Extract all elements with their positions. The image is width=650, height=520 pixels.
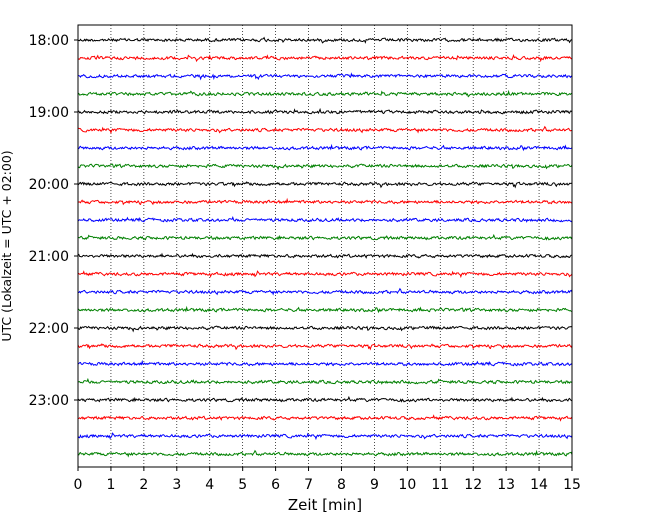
y-tick-label: 20:00 (29, 177, 69, 193)
seismic-trace (77, 449, 573, 458)
seismic-trace (77, 395, 573, 403)
x-tick-label: 13 (497, 477, 515, 493)
seismic-trace (77, 53, 573, 63)
seismic-trace (77, 107, 573, 115)
seismic-trace (77, 233, 573, 241)
seismic-trace (77, 270, 573, 279)
seismic-trace (77, 325, 573, 333)
seismic-trace (77, 432, 573, 441)
x-tick-label: 11 (431, 477, 449, 493)
x-tick-label: 4 (205, 477, 214, 493)
seismic-trace (77, 287, 573, 296)
x-tick-label: 15 (563, 477, 581, 493)
seismic-trace (77, 377, 573, 385)
seismic-trace (77, 143, 573, 152)
seismic-trace (77, 181, 573, 189)
y-tick-label: 19:00 (29, 105, 69, 121)
y-tick-label: 22:00 (29, 321, 69, 337)
seismic-trace (77, 89, 573, 98)
y-tick-label: 23:00 (29, 393, 69, 409)
seismic-trace (77, 305, 573, 314)
x-tick-label: 14 (530, 477, 548, 493)
x-tick-label: 5 (238, 477, 247, 493)
seismic-trace (77, 197, 573, 206)
y-axis-label: UTC (Lokalzeit = UTC + 02:00) (0, 150, 14, 341)
x-tick-label: 3 (172, 477, 181, 493)
seismic-trace (77, 36, 573, 44)
x-tick-label: 0 (74, 477, 83, 493)
seismic-trace (77, 343, 573, 351)
x-tick-label: 9 (370, 477, 379, 493)
seismic-trace (77, 163, 573, 171)
x-axis-ticks: 0 1 2 3 4 5 6 7 8 9 10 11 12 13 14 15 (74, 467, 581, 493)
x-tick-label: 6 (271, 477, 280, 493)
seismic-trace (77, 414, 573, 422)
seismic-trace (77, 215, 573, 223)
x-tick-label: 7 (304, 477, 313, 493)
seismic-trace (77, 125, 573, 135)
seismic-trace (77, 359, 573, 367)
y-tick-label: 18:00 (29, 33, 69, 49)
x-tick-label: 10 (398, 477, 416, 493)
y-tick-label: 21:00 (29, 249, 69, 265)
seismic-trace (77, 252, 572, 259)
x-tick-label: 8 (337, 477, 346, 493)
seismic-traces (77, 36, 573, 458)
seismic-trace (77, 72, 573, 81)
plot-frame (77, 24, 573, 468)
y-axis-ticks: 18:00 19:00 20:00 21:00 22:00 23:00 (29, 33, 78, 409)
x-tick-label: 12 (464, 477, 482, 493)
x-axis-label: Zeit [min] (288, 496, 362, 514)
x-tick-label: 2 (139, 477, 148, 493)
x-tick-label: 1 (106, 477, 115, 493)
